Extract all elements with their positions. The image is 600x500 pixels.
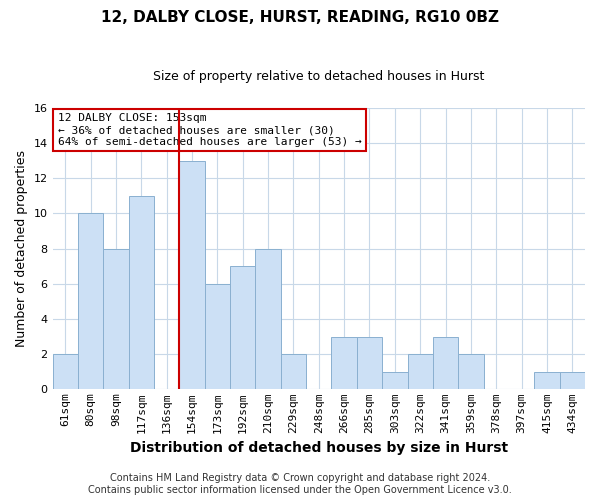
Text: 12, DALBY CLOSE, HURST, READING, RG10 0BZ: 12, DALBY CLOSE, HURST, READING, RG10 0B… bbox=[101, 10, 499, 25]
Bar bbox=[205, 284, 230, 390]
Y-axis label: Number of detached properties: Number of detached properties bbox=[15, 150, 28, 347]
Bar bbox=[78, 214, 103, 390]
Bar bbox=[560, 372, 585, 390]
Title: Size of property relative to detached houses in Hurst: Size of property relative to detached ho… bbox=[153, 70, 484, 83]
Bar bbox=[281, 354, 306, 390]
Bar bbox=[382, 372, 407, 390]
Bar bbox=[128, 196, 154, 390]
Bar bbox=[458, 354, 484, 390]
Text: Contains HM Land Registry data © Crown copyright and database right 2024.
Contai: Contains HM Land Registry data © Crown c… bbox=[88, 474, 512, 495]
Bar bbox=[256, 248, 281, 390]
Bar bbox=[357, 336, 382, 390]
Bar bbox=[433, 336, 458, 390]
Bar bbox=[534, 372, 560, 390]
Text: 12 DALBY CLOSE: 153sqm
← 36% of detached houses are smaller (30)
64% of semi-det: 12 DALBY CLOSE: 153sqm ← 36% of detached… bbox=[58, 114, 362, 146]
Bar bbox=[179, 160, 205, 390]
Bar bbox=[407, 354, 433, 390]
Bar bbox=[103, 248, 128, 390]
Bar bbox=[230, 266, 256, 390]
Bar bbox=[53, 354, 78, 390]
X-axis label: Distribution of detached houses by size in Hurst: Distribution of detached houses by size … bbox=[130, 441, 508, 455]
Bar bbox=[331, 336, 357, 390]
